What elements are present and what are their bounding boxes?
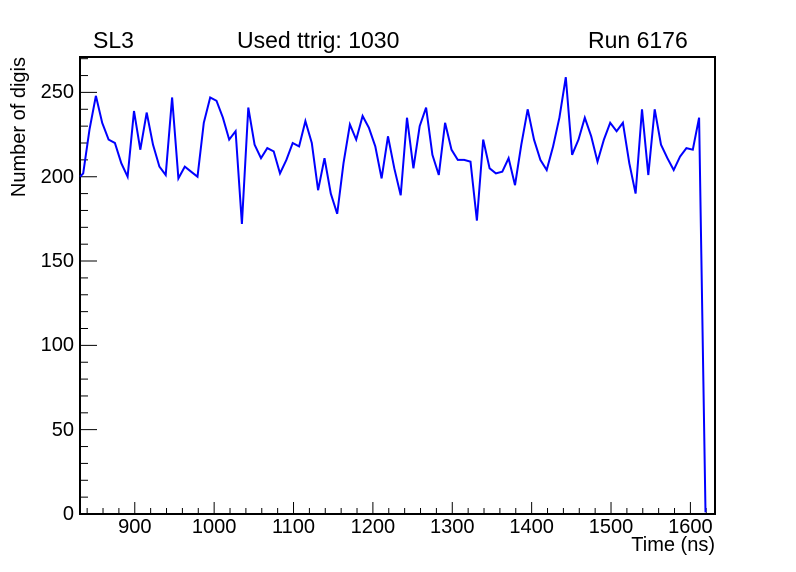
y-tick-label: 0 [62, 503, 74, 525]
x-tick-label: 1600 [668, 516, 713, 538]
plot-frame [79, 56, 716, 515]
y-tick-label: 200 [40, 165, 74, 188]
x-tick-label: 1100 [272, 516, 316, 538]
data-line [79, 77, 707, 513]
x-tick-label: 1200 [350, 516, 396, 538]
x-tick-label: 1400 [509, 516, 554, 538]
y-tick-label: 50 [51, 418, 74, 441]
y-tick-label: 100 [40, 334, 74, 357]
run-label: Run 6176 [588, 27, 688, 53]
ttrig-label: Used ttrig: 1030 [237, 27, 400, 53]
y-tick-label: 150 [40, 250, 74, 273]
x-axis-title: Time (ns) [631, 534, 715, 556]
y-tick-label: 250 [40, 81, 74, 104]
x-tick-label: 1300 [430, 516, 475, 538]
x-tick-label: 900 [118, 516, 152, 538]
chamber-label: SL3 [93, 27, 134, 53]
x-tick-label: 1500 [588, 516, 634, 538]
x-tick-label: 1000 [191, 516, 237, 538]
